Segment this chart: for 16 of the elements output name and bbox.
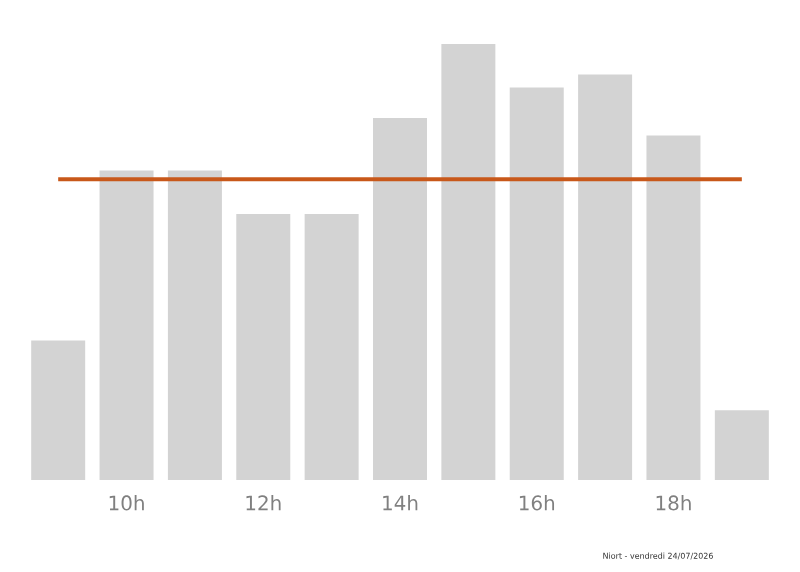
bar [373,118,428,480]
bar [304,214,359,480]
bar [714,410,769,480]
bar [646,135,701,480]
bar [236,214,291,480]
bar [167,170,222,480]
x-tick-label: 18h [656,495,691,511]
x-tick-label: 16h [519,495,555,511]
x-tick-label: 10h [109,495,144,511]
bar [99,170,154,480]
bar [31,340,86,480]
x-tick-label: 14h [383,495,418,511]
x-tick-label: 12h [246,495,281,511]
bar [441,43,496,480]
bar [509,87,564,480]
bar [578,74,633,480]
